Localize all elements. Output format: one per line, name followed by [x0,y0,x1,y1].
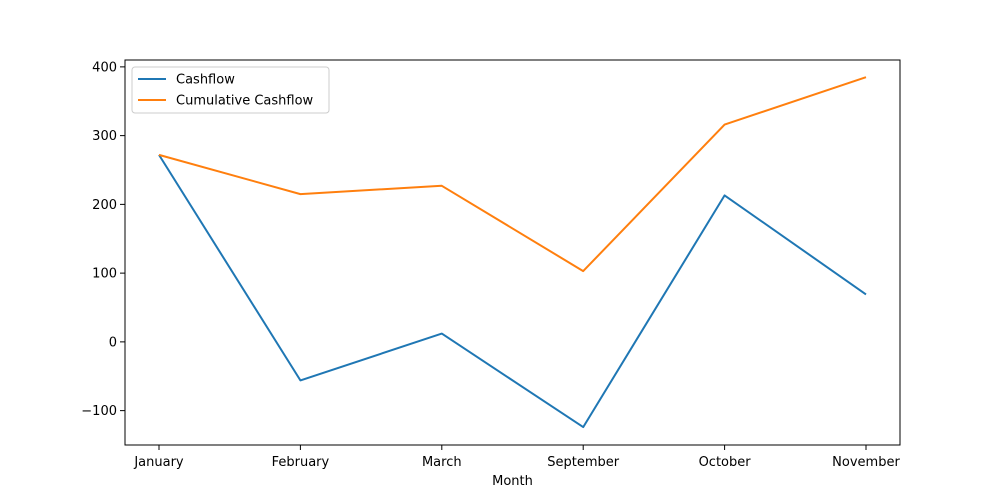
plot-area [125,60,900,445]
y-tick-label: 200 [92,198,117,213]
x-tick-label: January [133,455,184,470]
x-tick-label: March [422,455,462,470]
x-tick-label: November [832,455,900,470]
legend-label-cashflow: Cashflow [176,73,235,88]
plot-frame [124,59,901,446]
y-tick-label: 0 [109,335,117,350]
series-lines [158,76,867,429]
series-line-cashflow [158,154,867,429]
legend: Cashflow Cumulative Cashflow [131,66,330,114]
y-tick-label: 100 [92,267,117,282]
x-tick-label: February [272,455,330,470]
y-axis-ticks: −100 0 100 200 300 400 [81,60,125,419]
y-tick-label: 400 [92,60,117,75]
legend-label-cumulative-cashflow: Cumulative Cashflow [176,94,314,109]
x-tick-label: September [547,455,620,470]
y-tick-label: 300 [92,129,117,144]
x-axis-label: Month [492,474,533,489]
x-axis-ticks: January February March September October Nove… [133,445,900,470]
series-line-cumulative-cashflow [158,76,867,273]
legend-box [131,66,330,114]
y-tick-label: −100 [81,404,117,419]
x-tick-label: October [699,455,752,470]
